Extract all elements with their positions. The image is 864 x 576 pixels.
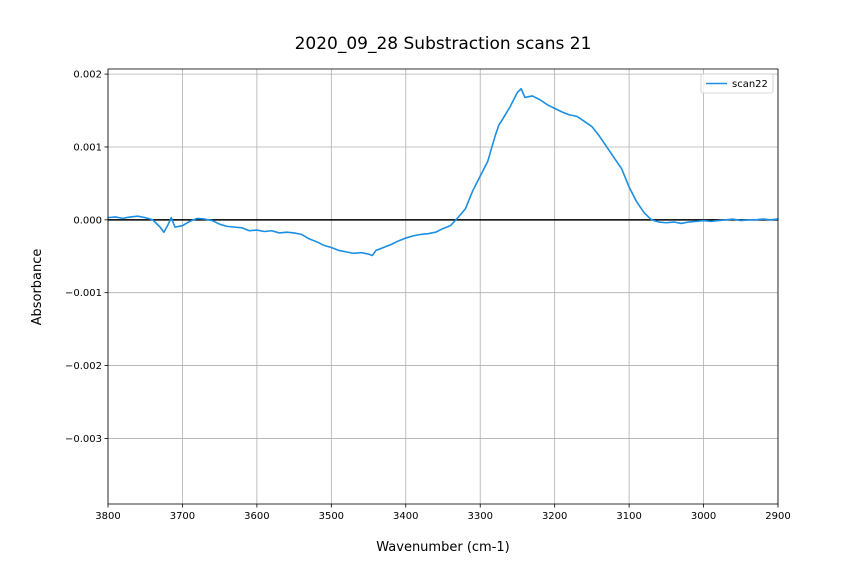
x-tick-label-3000: 3000 bbox=[691, 511, 716, 522]
y-tick-label-1: 0.001 bbox=[73, 142, 102, 153]
y-tick-label-5: −0.003 bbox=[65, 434, 102, 445]
y-tick-label-4: −0.002 bbox=[65, 361, 102, 372]
plot-frame bbox=[107, 68, 779, 505]
x-tick-label-2900: 2900 bbox=[765, 511, 790, 522]
legend: scan22 bbox=[700, 73, 774, 94]
x-tick-label-3300: 3300 bbox=[467, 511, 492, 522]
series-layer bbox=[107, 87, 779, 257]
y-tick-label-2: 0.000 bbox=[73, 215, 102, 226]
x-tick-label-3100: 3100 bbox=[616, 511, 641, 522]
x-tick-label-3200: 3200 bbox=[542, 511, 567, 522]
x-tick-label-3800: 3800 bbox=[95, 511, 120, 522]
y-axis-ticks: 0.002 0.001 0.000 −0.001 −0.002 −0.003 bbox=[65, 70, 108, 445]
x-tick-label-3400: 3400 bbox=[393, 511, 418, 522]
legend-label-scan22: scan22 bbox=[732, 79, 768, 90]
chart-title: 2020_09_28 Substraction scans 21 bbox=[295, 34, 592, 54]
y-tick-label-0: 0.002 bbox=[73, 70, 102, 81]
x-axis-ticks: 3800 3700 3600 3500 3400 3300 3200 3100 3000 2900 bbox=[95, 504, 791, 522]
y-axis-label: Absorbance bbox=[30, 249, 45, 326]
x-tick-label-3500: 3500 bbox=[319, 511, 344, 522]
y-tick-label-3: −0.001 bbox=[65, 288, 102, 299]
legend-box bbox=[700, 73, 774, 94]
series-line-scan22 bbox=[107, 87, 779, 257]
x-tick-label-3700: 3700 bbox=[170, 511, 195, 522]
x-axis-label: Wavenumber (cm-1) bbox=[376, 540, 509, 555]
x-tick-label-3600: 3600 bbox=[244, 511, 269, 522]
